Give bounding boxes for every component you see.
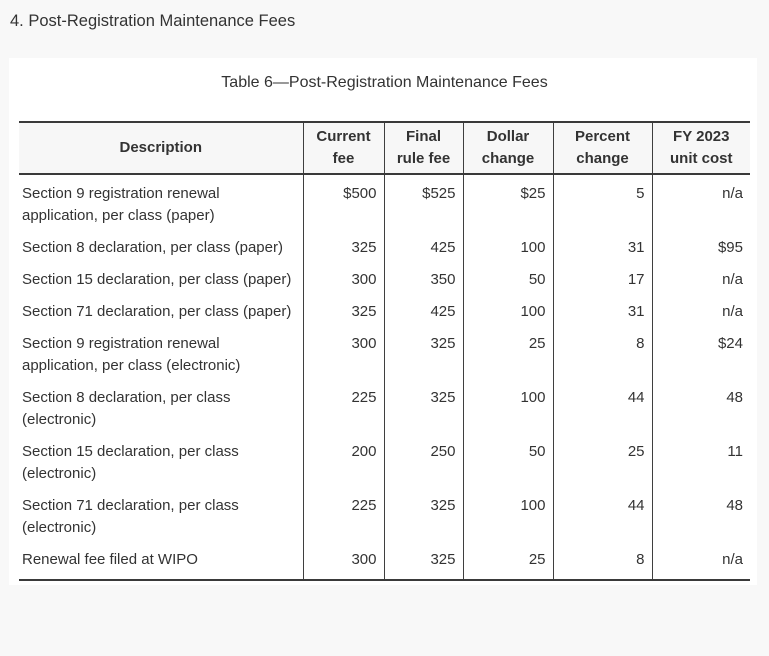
fy2023-unit-cost-cell: n/a bbox=[651, 293, 750, 325]
section-heading: 4. Post-Registration Maintenance Fees bbox=[10, 12, 296, 30]
table-row: Section 15 declaration, per class (elect… bbox=[19, 433, 750, 487]
current-fee-cell: $500 bbox=[302, 174, 384, 229]
description-cell: Section 8 declaration, per class (paper) bbox=[22, 239, 283, 256]
header-label: Percent bbox=[574, 128, 631, 145]
final-rule-fee-cell: 425 bbox=[383, 293, 463, 325]
dollar-change-cell: 25 bbox=[462, 325, 553, 379]
percent-change-cell: 8 bbox=[552, 541, 652, 581]
current-fee-cell: 300 bbox=[302, 261, 384, 293]
header-label: fee bbox=[332, 150, 355, 167]
final-rule-fee-cell: 325 bbox=[383, 325, 463, 379]
fy2023-unit-cost-cell: $24 bbox=[651, 325, 750, 379]
dollar-change-cell: $25 bbox=[462, 174, 553, 229]
current-fee-cell: 200 bbox=[302, 433, 384, 487]
header-label: Description bbox=[119, 139, 202, 156]
final-rule-fee-cell: 325 bbox=[383, 379, 463, 433]
column-header-fy2023-unit-cost: FY 2023 unit cost bbox=[651, 121, 750, 175]
header-label: Final bbox=[405, 128, 441, 145]
dollar-change-cell: 100 bbox=[462, 487, 553, 541]
fy2023-unit-cost-cell: n/a bbox=[651, 541, 750, 581]
fee-table-card: Table 6—Post-Registration Maintenance Fe… bbox=[9, 58, 757, 585]
final-rule-fee-cell: 325 bbox=[383, 541, 463, 581]
final-rule-fee-cell: $525 bbox=[383, 174, 463, 229]
column-header-final-rule-fee: Final rule fee bbox=[383, 121, 463, 175]
final-rule-fee-cell: 425 bbox=[383, 229, 463, 261]
table-row: Renewal fee filed at WIPO 300 325 25 8 n… bbox=[19, 541, 750, 581]
column-header-percent-change: Percent change bbox=[552, 121, 652, 175]
percent-change-cell: 31 bbox=[552, 229, 652, 261]
percent-change-cell: 44 bbox=[552, 379, 652, 433]
percent-change-cell: 17 bbox=[552, 261, 652, 293]
table-body: Section 9 registration renewal applicati… bbox=[19, 174, 750, 581]
percent-change-cell: 8 bbox=[552, 325, 652, 379]
fy2023-unit-cost-cell: n/a bbox=[651, 261, 750, 293]
current-fee-cell: 300 bbox=[302, 325, 384, 379]
percent-change-cell: 25 bbox=[552, 433, 652, 487]
dollar-change-cell: 50 bbox=[462, 261, 553, 293]
description-cell: Section 9 registration renewal applicati… bbox=[22, 335, 241, 374]
dollar-change-cell: 100 bbox=[462, 379, 553, 433]
description-cell: Section 9 registration renewal applicati… bbox=[22, 185, 220, 224]
current-fee-cell: 300 bbox=[302, 541, 384, 581]
header-label: rule fee bbox=[396, 150, 451, 167]
fy2023-unit-cost-cell: $95 bbox=[651, 229, 750, 261]
table-row: Section 8 declaration, per class (electr… bbox=[19, 379, 750, 433]
description-cell: Section 71 declaration, per class (elect… bbox=[22, 497, 239, 536]
final-rule-fee-cell: 325 bbox=[383, 487, 463, 541]
fy2023-unit-cost-cell: 11 bbox=[651, 433, 750, 487]
dollar-change-cell: 50 bbox=[462, 433, 553, 487]
table-row: Section 9 registration renewal applicati… bbox=[19, 325, 750, 379]
current-fee-cell: 225 bbox=[302, 487, 384, 541]
table-row: Section 71 declaration, per class (elect… bbox=[19, 487, 750, 541]
header-row: Description Current fee Final rule fee D… bbox=[19, 121, 750, 175]
percent-change-cell: 31 bbox=[552, 293, 652, 325]
fy2023-unit-cost-cell: n/a bbox=[651, 174, 750, 229]
current-fee-cell: 325 bbox=[302, 293, 384, 325]
fee-table: Description Current fee Final rule fee D… bbox=[19, 121, 750, 581]
header-label: change bbox=[576, 150, 629, 167]
current-fee-cell: 325 bbox=[302, 229, 384, 261]
dollar-change-cell: 25 bbox=[462, 541, 553, 581]
header-label: FY 2023 bbox=[673, 128, 730, 145]
table-row: Section 71 declaration, per class (paper… bbox=[19, 293, 750, 325]
final-rule-fee-cell: 350 bbox=[383, 261, 463, 293]
header-label: unit cost bbox=[670, 150, 733, 167]
column-header-current-fee: Current fee bbox=[302, 121, 384, 175]
dollar-change-cell: 100 bbox=[462, 293, 553, 325]
column-header-dollar-change: Dollar change bbox=[462, 121, 553, 175]
fy2023-unit-cost-cell: 48 bbox=[651, 379, 750, 433]
description-cell: Renewal fee filed at WIPO bbox=[19, 541, 303, 581]
table-header: Description Current fee Final rule fee D… bbox=[19, 121, 750, 175]
header-label: Dollar bbox=[486, 128, 530, 145]
description-cell: Section 71 declaration, per class (paper… bbox=[22, 303, 292, 320]
description-cell: Section 8 declaration, per class (electr… bbox=[22, 389, 231, 428]
table-caption: Table 6—Post-Registration Maintenance Fe… bbox=[221, 74, 548, 91]
description-cell: Section 15 declaration, per class (paper… bbox=[22, 271, 292, 288]
table-row: Section 8 declaration, per class (paper)… bbox=[19, 229, 750, 261]
fy2023-unit-cost-cell: 48 bbox=[651, 487, 750, 541]
table-row: Section 9 registration renewal applicati… bbox=[19, 174, 750, 229]
final-rule-fee-cell: 250 bbox=[383, 433, 463, 487]
header-label: Current bbox=[316, 128, 371, 145]
dollar-change-cell: 100 bbox=[462, 229, 553, 261]
header-label: change bbox=[481, 150, 535, 167]
percent-change-cell: 44 bbox=[552, 487, 652, 541]
column-header-description: Description bbox=[19, 121, 303, 175]
current-fee-cell: 225 bbox=[302, 379, 384, 433]
table-row: Section 15 declaration, per class (paper… bbox=[19, 261, 750, 293]
percent-change-cell: 5 bbox=[552, 174, 652, 229]
description-cell: Section 15 declaration, per class (elect… bbox=[22, 443, 239, 482]
